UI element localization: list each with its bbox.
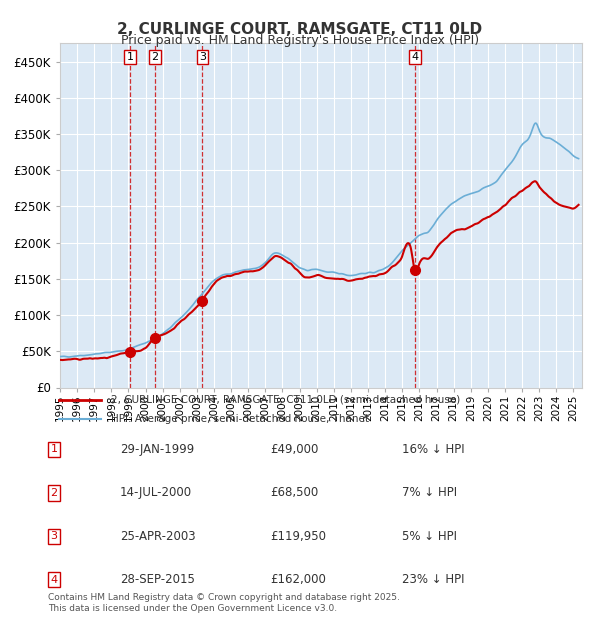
- Text: 23% ↓ HPI: 23% ↓ HPI: [402, 574, 464, 586]
- Text: £162,000: £162,000: [270, 574, 326, 586]
- Text: 2, CURLINGE COURT, RAMSGATE, CT11 0LD (semi-detached house): 2, CURLINGE COURT, RAMSGATE, CT11 0LD (s…: [112, 395, 461, 405]
- Text: 3: 3: [50, 531, 58, 541]
- Text: £49,000: £49,000: [270, 443, 319, 456]
- Text: £119,950: £119,950: [270, 530, 326, 542]
- Text: 14-JUL-2000: 14-JUL-2000: [120, 487, 192, 499]
- Text: 3: 3: [199, 52, 206, 62]
- Text: 1: 1: [127, 52, 133, 62]
- Text: Contains HM Land Registry data © Crown copyright and database right 2025.
This d: Contains HM Land Registry data © Crown c…: [48, 593, 400, 613]
- Text: 25-APR-2003: 25-APR-2003: [120, 530, 196, 542]
- Text: 16% ↓ HPI: 16% ↓ HPI: [402, 443, 464, 456]
- Text: 2: 2: [151, 52, 158, 62]
- Text: 7% ↓ HPI: 7% ↓ HPI: [402, 487, 457, 499]
- Text: 4: 4: [50, 575, 58, 585]
- Text: HPI: Average price, semi-detached house, Thanet: HPI: Average price, semi-detached house,…: [112, 414, 370, 423]
- Text: 5% ↓ HPI: 5% ↓ HPI: [402, 530, 457, 542]
- Text: 29-JAN-1999: 29-JAN-1999: [120, 443, 194, 456]
- Text: £68,500: £68,500: [270, 487, 318, 499]
- Text: 28-SEP-2015: 28-SEP-2015: [120, 574, 195, 586]
- Text: Price paid vs. HM Land Registry's House Price Index (HPI): Price paid vs. HM Land Registry's House …: [121, 34, 479, 47]
- Text: 4: 4: [412, 52, 419, 62]
- Text: 1: 1: [50, 445, 58, 454]
- Text: 2, CURLINGE COURT, RAMSGATE, CT11 0LD: 2, CURLINGE COURT, RAMSGATE, CT11 0LD: [118, 22, 482, 37]
- Text: 2: 2: [50, 488, 58, 498]
